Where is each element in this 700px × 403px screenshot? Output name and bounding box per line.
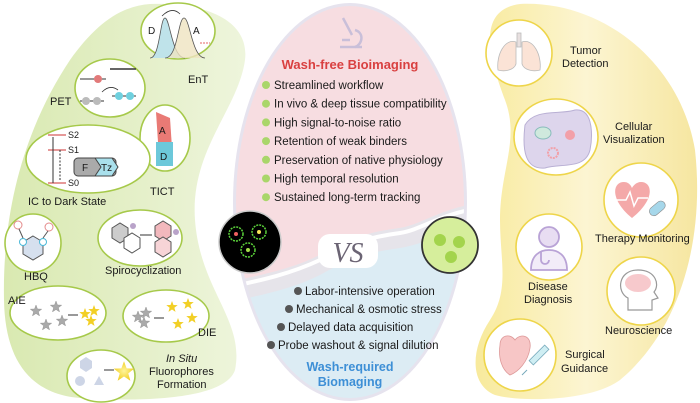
- fluorescent-cells-dish-icon: [218, 210, 282, 274]
- disease-label-2: Diagnosis: [524, 294, 573, 306]
- tict-acceptor: A: [159, 126, 166, 137]
- disaggregation-stars-icon: [131, 298, 198, 329]
- aggregation-stars-icon: [29, 300, 100, 331]
- ic-s1: S1: [68, 145, 79, 155]
- background-cells-dish-icon: [421, 216, 479, 274]
- brain-icon: [620, 269, 659, 311]
- doctor-icon: [530, 226, 568, 271]
- aie-label: AIE: [8, 295, 26, 307]
- wash-required-title-1: Wash-required: [306, 360, 393, 374]
- heart-pill-icon: [615, 182, 666, 218]
- smile-icon: [262, 99, 270, 108]
- fluorophore-formation-icon: [75, 357, 135, 386]
- pet-circle: [74, 58, 146, 118]
- ic-tz: Tz: [101, 163, 112, 174]
- microscope-icon: [340, 17, 363, 49]
- wash-free-item: Retention of weak binders: [274, 136, 407, 148]
- smile-icon: [262, 118, 270, 127]
- tict-donor: D: [160, 152, 167, 163]
- ent-label: EnT: [188, 74, 208, 86]
- vs-label: VS: [332, 238, 363, 269]
- ic-label: IC to Dark State: [28, 196, 106, 208]
- frown-icon: [267, 341, 275, 349]
- frown-icon: [285, 305, 293, 313]
- wash-required-item: Mechanical & osmotic stress: [296, 304, 442, 316]
- frown-icon: [277, 323, 285, 331]
- disease-label-1: Disease: [528, 281, 568, 293]
- energy-diagram-icon: [48, 134, 119, 184]
- ic-s2: S2: [68, 130, 79, 140]
- ic-f: F: [82, 163, 88, 174]
- tumor-label-2: Detection: [562, 58, 608, 70]
- hbq-molecule-icon: [13, 220, 54, 261]
- spirocyclization-icon: [111, 220, 179, 258]
- spiro-label: Spirocyclization: [105, 265, 181, 277]
- ent-donor: D: [148, 26, 155, 37]
- wash-free-item: High signal-to-noise ratio: [274, 117, 401, 129]
- center-oval: [236, 6, 464, 398]
- smile-icon: [262, 137, 270, 146]
- insitu-label-3: Formation: [157, 379, 207, 391]
- wash-free-item: Streamlined workflow: [274, 80, 384, 92]
- cellular-label-2: Visualization: [603, 134, 665, 146]
- frown-icon: [294, 287, 302, 295]
- pet-label: PET: [50, 96, 72, 108]
- die-label: DIE: [198, 327, 216, 339]
- wash-required-item: Probe washout & signal dilution: [278, 340, 438, 352]
- vs-badge: [318, 234, 378, 268]
- wash-required-title-2: Biomaging: [318, 375, 383, 389]
- smile-icon: [262, 81, 270, 89]
- tumor-label-1: Tumor: [570, 45, 602, 57]
- ic-s0: S0: [68, 178, 79, 188]
- hbq-label: HBQ: [24, 271, 48, 283]
- insitu-label-2: Fluorophores: [149, 366, 214, 378]
- wash-free-item: High temporal resolution: [274, 174, 399, 186]
- electron-transfer-icon: [80, 68, 136, 105]
- tumor-circle: [485, 19, 553, 87]
- ent-acceptor: A: [193, 26, 200, 37]
- smile-icon: [262, 193, 270, 202]
- wash-free-title: Wash-free Bioimaging: [282, 57, 419, 72]
- heart-syringe-icon: [499, 335, 550, 376]
- insitu-label-1: In Situ: [166, 353, 197, 365]
- surgical-label-2: Guidance: [561, 363, 608, 375]
- cell-icon: [523, 109, 592, 169]
- lungs-icon: [497, 32, 541, 72]
- wash-required-item: Delayed data acquisition: [288, 322, 413, 334]
- smile-icon: [262, 155, 270, 164]
- twisted-charge-transfer-icon: [156, 112, 173, 166]
- spectral-overlap-icon: [149, 10, 210, 59]
- neuro-label: Neuroscience: [605, 325, 672, 337]
- therapy-label: Therapy Monitoring: [595, 233, 690, 245]
- wash-free-item: Preservation of native physiology: [274, 155, 443, 167]
- wash-required-item: Labor-intensive operation: [305, 286, 435, 298]
- cellular-label-1: Cellular: [615, 121, 653, 133]
- aie-circle: [9, 285, 107, 341]
- smile-icon: [262, 174, 270, 183]
- wash-free-item: In vivo & deep tissue compatibility: [274, 99, 447, 111]
- surgical-label-1: Surgical: [565, 349, 605, 361]
- tict-label: TICT: [150, 186, 175, 198]
- wash-free-item: Sustained long-term tracking: [274, 192, 420, 204]
